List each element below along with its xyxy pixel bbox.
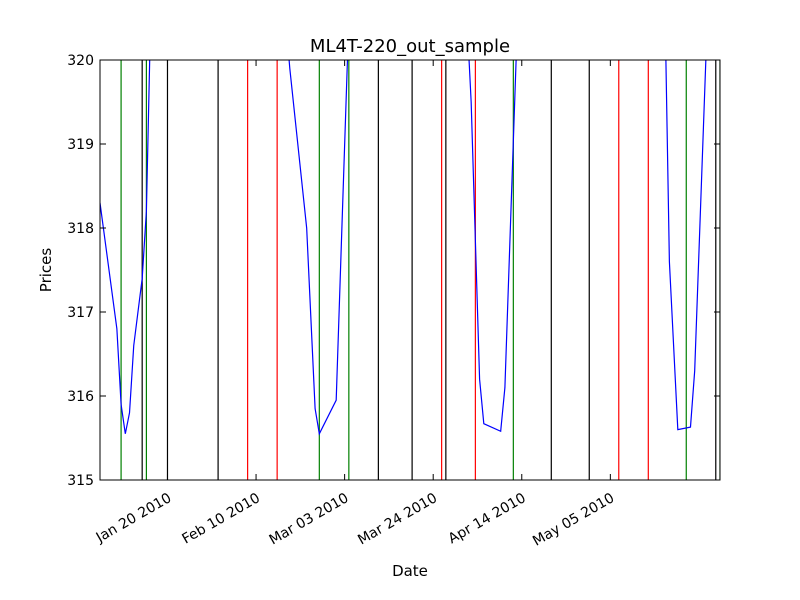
price-series-line-0 bbox=[100, 60, 707, 436]
y-tick-label-2: 317 bbox=[67, 305, 94, 321]
y-axis: 315 316 317 318 319 320 bbox=[67, 53, 720, 489]
plot-frame bbox=[99, 59, 721, 481]
y-tick-label-1: 316 bbox=[67, 389, 94, 405]
x-axis-label: Date bbox=[392, 562, 428, 580]
chart-title: ML4T-220_out_sample bbox=[310, 36, 510, 57]
y-tick-label-0: 315 bbox=[67, 473, 94, 489]
y-tick-label-5: 320 bbox=[67, 53, 94, 69]
series-group bbox=[100, 60, 707, 436]
y-tick-label-3: 318 bbox=[67, 221, 94, 237]
signal-lines bbox=[120, 60, 720, 480]
y-tick-label-4: 319 bbox=[67, 137, 94, 153]
y-axis-label: Prices bbox=[37, 248, 55, 293]
